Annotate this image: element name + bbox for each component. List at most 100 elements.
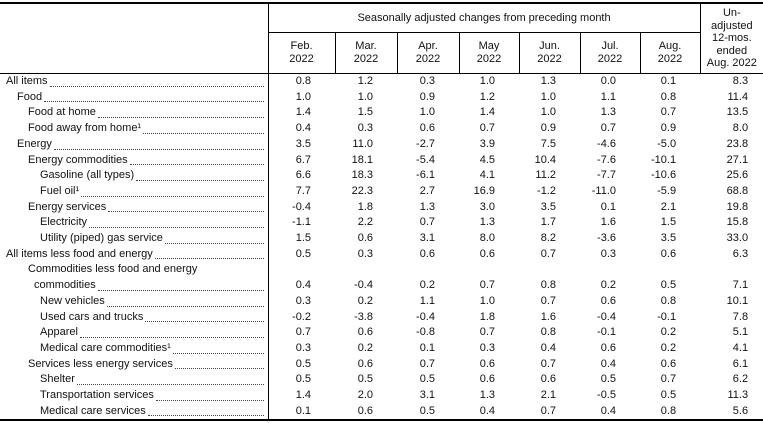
dot-leader	[79, 336, 264, 338]
value-cell: -7.7	[597, 169, 616, 182]
row-label: All items less food and energy	[6, 247, 153, 260]
value-cell: -10.6	[651, 169, 677, 182]
value-cell: 18.3	[351, 169, 373, 182]
value-cell: 0.1	[660, 75, 677, 87]
value-cell: 8.0	[479, 232, 495, 245]
unadj-line: ended	[716, 44, 748, 57]
value-cell: 1.0	[295, 90, 311, 103]
value-cell: -0.4	[292, 200, 311, 213]
value-cell: 4.1	[479, 169, 495, 182]
value-cell: 5.6	[732, 404, 749, 417]
table-row: Energy 3.5 11.0 -2.7 3.9 7.5 -4.6 -5.0 23.8	[0, 136, 763, 153]
table-row: Shelter 0.5 0.5 0.5 0.6 0.6 0.5 0.7 6.2	[0, 372, 763, 389]
unadj-line: Un-	[722, 7, 741, 20]
row-label-cell: Energy services	[0, 199, 269, 216]
value-cell: 0.2	[357, 341, 373, 354]
value-cell: 0.5	[419, 373, 435, 386]
value-cell: 0.4	[540, 341, 556, 354]
dot-leader	[155, 399, 264, 401]
value-cell: -3.6	[597, 232, 616, 245]
row-label: Used cars and trucks	[40, 310, 144, 323]
value-cell: 68.8	[726, 184, 749, 197]
row-label-cell: Food away from home¹	[0, 121, 269, 137]
value-cell: 0.7	[540, 357, 556, 370]
value-cell: 1.1	[419, 294, 435, 307]
value-cell: 18.1	[351, 153, 373, 166]
row-label: Energy commodities	[28, 153, 128, 166]
value-cell: -6.1	[416, 169, 435, 182]
dot-leader	[53, 148, 264, 150]
row-label: Gasoline (all types)	[40, 169, 135, 182]
value-cell: 0.6	[660, 357, 677, 370]
row-label-cell: Transportation services	[0, 388, 269, 404]
value-cell: 1.3	[419, 200, 435, 213]
row-label-cell: Services less energy services	[0, 356, 269, 373]
value-cell: -0.2	[292, 310, 311, 323]
dot-leader	[97, 117, 264, 119]
value-cell: 1.0	[479, 75, 495, 87]
value-cell: 0.6	[357, 326, 373, 339]
value-cell: 0.5	[295, 247, 311, 260]
dot-leader	[44, 101, 264, 103]
row-label: Transportation services	[40, 389, 154, 402]
table-row: Utility (piped) gas service 1.5 0.6 3.1 8.0 8…	[0, 231, 763, 247]
value-cell: -4.6	[597, 137, 616, 150]
value-cell: 10.1	[726, 294, 749, 307]
table-row: Apparel 0.7 0.6 -0.8 0.7 0.8 -0.1 0.2 5.1	[0, 325, 763, 341]
value-cell: 0.3	[295, 294, 311, 307]
value-cell: 1.0	[419, 106, 435, 119]
value-cell: 33.0	[726, 232, 749, 245]
row-label: Commodities less food and energy	[28, 263, 198, 276]
row-label: Electricity	[40, 216, 88, 229]
table-row: Electricity -1.1 2.2 0.7 1.3 1.7 1.6 1.5 15.8	[0, 215, 763, 232]
row-label-cell: Gasoline (all types)	[0, 168, 269, 184]
value-cell: 2.7	[419, 184, 435, 197]
row-label: Food at home	[28, 106, 96, 119]
dot-leader	[129, 164, 264, 166]
value-cell: 0.7	[479, 122, 495, 135]
row-label-cell: All items	[0, 73, 269, 90]
value-cell: 6.6	[295, 169, 311, 182]
value-cell: 11.4	[727, 90, 749, 103]
table-row: Medical care services 0.1 0.6 0.5 0.4 0.7 0.4 0…	[0, 403, 763, 421]
value-cell: 1.2	[479, 90, 495, 103]
value-cell: 0.3	[419, 75, 435, 87]
value-cell: 1.8	[479, 310, 495, 323]
unadjusted-12mo-column-header: Un- adjusted 12-mos. ended Aug. 2022	[699, 3, 763, 74]
value-cell: 0.8	[660, 404, 677, 417]
value-cell: 0.9	[540, 122, 556, 135]
value-cell: 1.5	[295, 232, 311, 245]
year-label: 2022	[476, 53, 502, 65]
dot-leader	[145, 321, 264, 323]
value-cell: 0.6	[479, 357, 495, 370]
row-label: Fuel oil¹	[40, 184, 80, 197]
value-cell: 3.9	[479, 137, 495, 150]
value-cell: 0.8	[295, 75, 311, 87]
value-cell: 8.2	[540, 232, 556, 245]
value-cell: 0.6	[357, 232, 373, 245]
value-cell: 7.1	[732, 279, 749, 292]
value-cell: 1.3	[600, 106, 616, 119]
year-label: 2022	[597, 53, 623, 65]
table-row: Energy commodities 6.7 18.1 -5.4 4.5 10.4 -7.6…	[0, 152, 763, 169]
value-cell: 0.9	[419, 90, 435, 103]
value-cell: -10.1	[651, 153, 677, 166]
value-cell: 1.0	[479, 294, 495, 307]
value-cell: -0.1	[657, 310, 677, 323]
row-label: New vehicles	[40, 294, 105, 307]
value-cell: 0.1	[295, 404, 311, 417]
value-cell: 0.4	[295, 122, 311, 135]
value-cell: 6.3	[732, 247, 749, 260]
value-cell: 1.0	[540, 106, 556, 119]
value-cell: 3.0	[479, 200, 495, 213]
value-cell: 0.5	[295, 373, 311, 386]
value-cell: 13.5	[726, 106, 749, 119]
value-cell: 0.7	[660, 106, 677, 119]
value-cell: 11.2	[535, 169, 556, 182]
value-cell: 11.3	[727, 389, 749, 402]
value-cell: -5.9	[657, 184, 677, 197]
value-cell: 1.7	[540, 216, 556, 229]
row-label: Medical care commodities¹	[40, 341, 171, 354]
value-cell: -0.5	[597, 389, 616, 402]
value-cell: 0.2	[660, 341, 677, 354]
